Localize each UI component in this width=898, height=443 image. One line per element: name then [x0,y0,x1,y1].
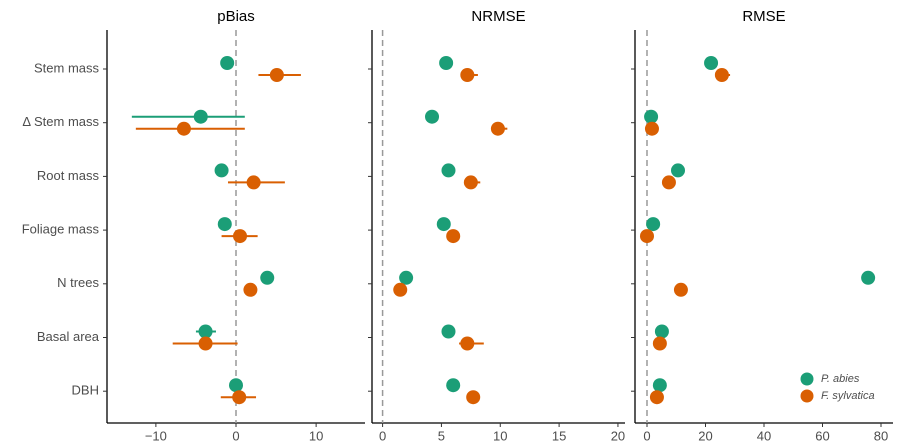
legend-marker [800,389,814,403]
point [217,217,232,232]
point [246,175,261,190]
point [490,121,505,136]
point [649,390,664,405]
x-tick-label: 0 [379,428,386,443]
y-tick-label: Δ Stem mass [22,114,99,129]
point [399,270,414,285]
y-tick-label: Stem mass [34,60,100,75]
legend-label: P. abies [821,373,860,385]
point [466,390,481,405]
point [639,229,654,244]
y-tick-label: Root mass [37,168,100,183]
point [425,109,440,124]
point [176,121,191,136]
point [460,68,475,82]
x-tick-label: 15 [552,428,566,443]
point [652,378,667,393]
point [441,163,456,178]
legend-label: F. sylvatica [821,390,875,402]
point [233,229,248,244]
point [243,282,258,297]
point [460,336,475,351]
y-tick-label: Basal area [37,329,100,344]
point [654,324,669,339]
point [661,175,676,190]
x-tick-label: 40 [757,428,771,443]
point [463,175,478,190]
point [198,324,213,339]
x-tick-label: 5 [438,428,445,443]
x-tick-label: 10 [493,428,507,443]
point [269,68,284,82]
x-tick-label: −10 [145,428,167,443]
point [704,56,719,70]
y-tick-label: Foliage mass [22,222,100,237]
x-tick-label: 0 [643,428,650,443]
point [214,163,229,178]
point [436,217,451,232]
point [198,336,213,351]
point [439,56,454,70]
y-tick-label: DBH [72,383,99,398]
point [446,378,461,393]
x-tick-label: 0 [232,428,239,443]
point [446,229,461,244]
y-tick-label: N trees [57,275,99,290]
point [714,68,729,82]
panel-title: RMSE [742,8,785,25]
point [652,336,667,351]
point [232,390,247,405]
point [393,282,408,297]
point [673,282,688,297]
point [193,109,208,124]
point [220,56,235,70]
x-tick-label: 10 [309,428,323,443]
point [644,109,659,124]
panel-title: pBias [217,8,255,25]
x-tick-label: 20 [698,428,712,443]
point [441,324,456,339]
point [861,270,876,285]
point [644,121,659,136]
point [229,378,243,393]
panel-title: NRMSE [471,8,525,25]
point [671,163,685,178]
x-tick-label: 20 [611,428,625,443]
x-tick-label: 60 [815,428,829,443]
point [646,217,661,232]
x-tick-label: 80 [874,428,888,443]
point [260,270,275,285]
legend-marker [800,372,814,386]
